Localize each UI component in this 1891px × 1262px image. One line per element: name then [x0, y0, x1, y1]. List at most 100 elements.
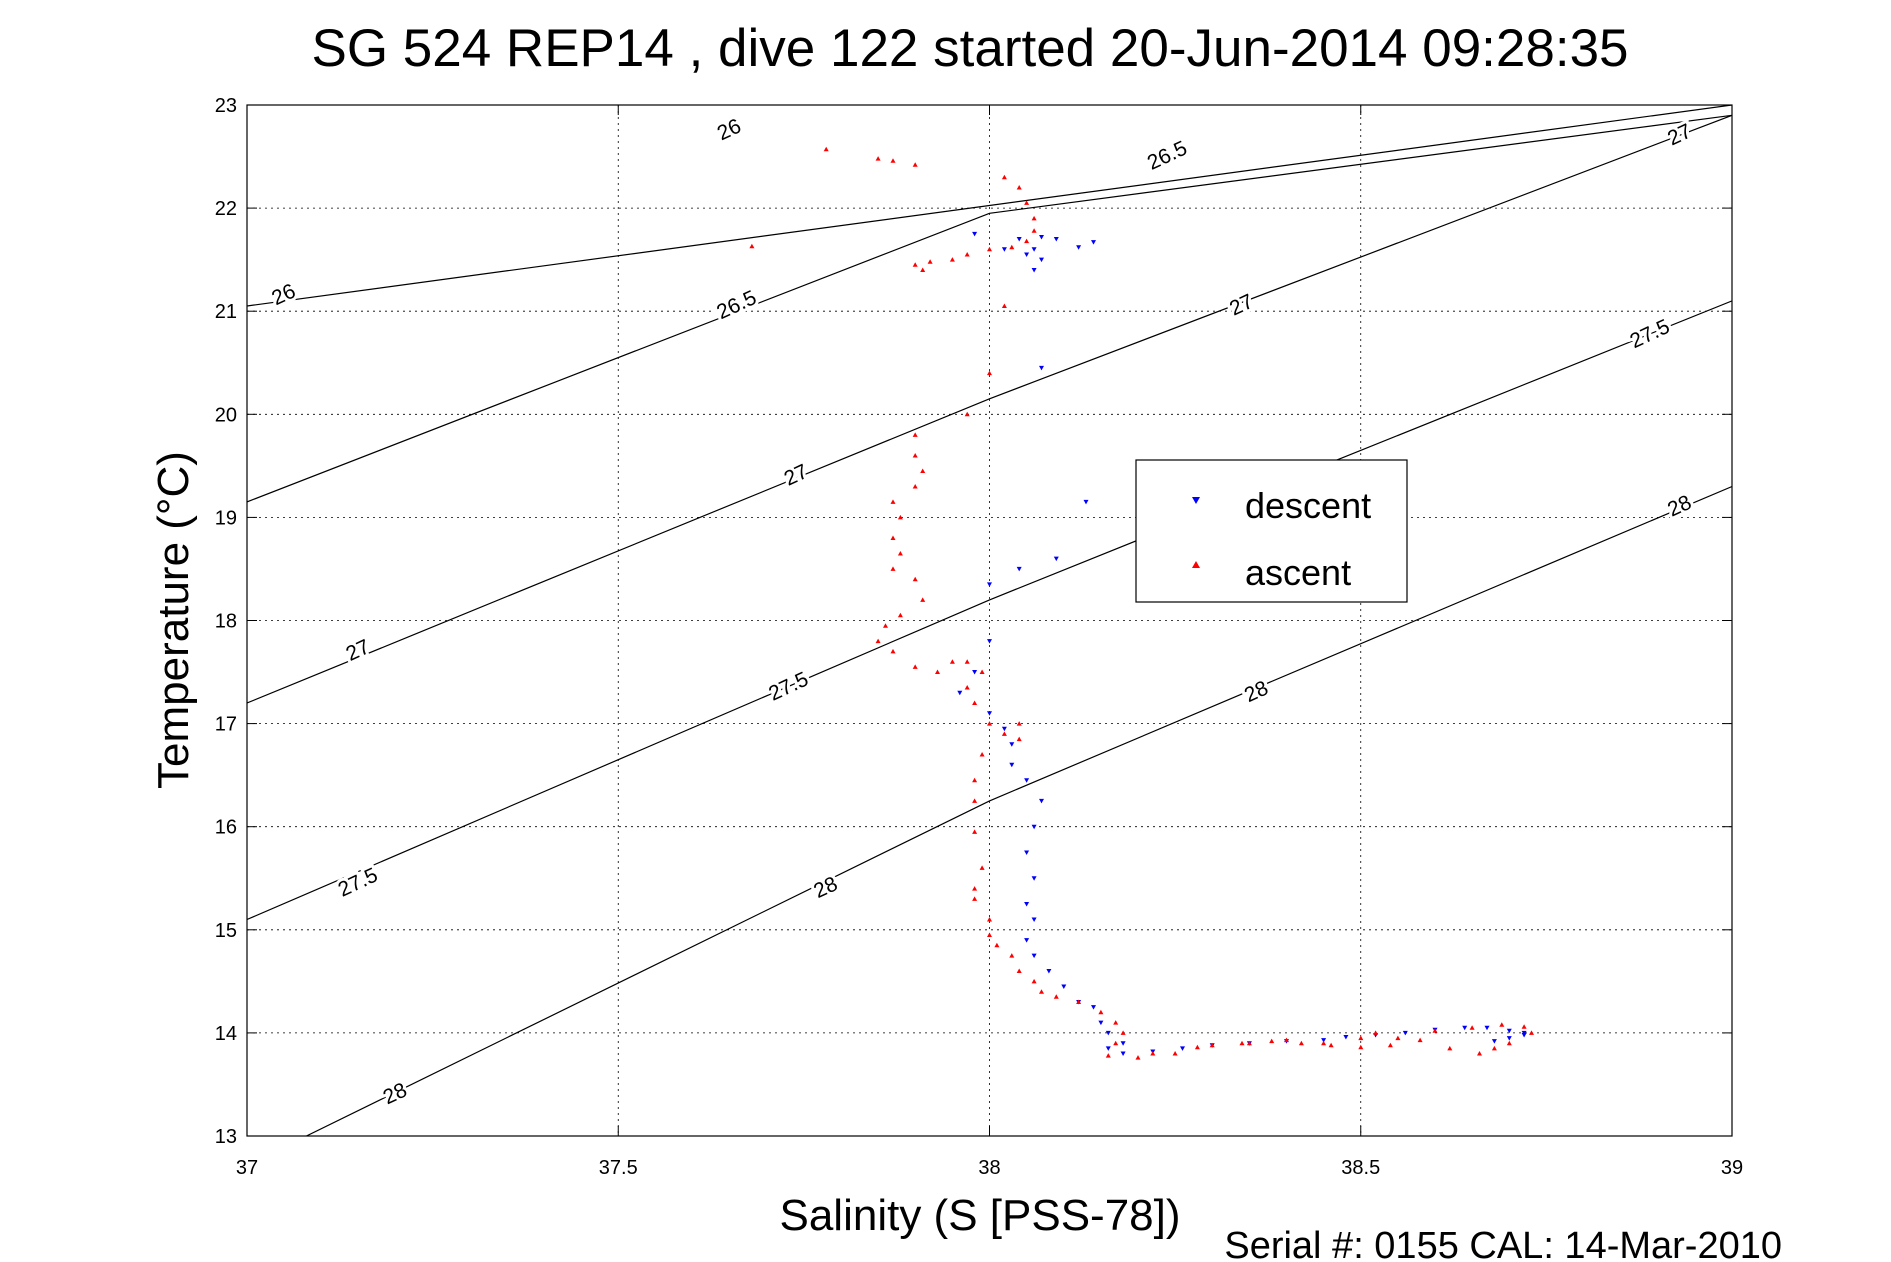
ascent-point: [912, 262, 918, 267]
ascent-point: [979, 865, 985, 870]
descent-point: [987, 639, 992, 644]
ascent-point: [964, 659, 970, 664]
y-tick-label: 15: [215, 920, 237, 942]
y-tick-label: 18: [215, 611, 237, 633]
ascent-point: [890, 648, 896, 654]
descent-point: [1506, 1036, 1512, 1041]
ascent-point: [1246, 1040, 1252, 1046]
x-tick-label: 39: [1721, 1157, 1743, 1179]
ascent-point: [890, 566, 896, 571]
descent-point: [1039, 235, 1044, 240]
ascent-point: [912, 162, 918, 167]
ascent-point: [1016, 968, 1022, 973]
descent-point: [1031, 247, 1037, 252]
descent-point: [1016, 237, 1022, 242]
ascent-point: [935, 669, 940, 674]
descent-point: [1083, 499, 1089, 505]
ascent-point: [964, 252, 970, 257]
descent-point: [972, 231, 978, 237]
y-tick-label: 23: [215, 95, 237, 117]
descent-point: [1009, 762, 1015, 768]
descent-point: [972, 670, 978, 675]
ascent-point: [912, 453, 918, 458]
descent-point: [1031, 824, 1037, 830]
y-tick-label: 20: [215, 404, 237, 426]
x-tick-label: 38.5: [1341, 1157, 1380, 1179]
descent-point: [1039, 798, 1044, 804]
ascent-point: [987, 932, 992, 937]
descent-point: [1521, 1030, 1527, 1036]
ascent-point: [972, 700, 978, 705]
descent-point: [987, 711, 992, 716]
descent-point: [1402, 1030, 1408, 1036]
x-tick-label: 37: [236, 1157, 258, 1179]
ascent-point: [1001, 731, 1007, 736]
ascent-point: [1016, 736, 1022, 742]
ascent-point: [1113, 1040, 1119, 1046]
ascent-point: [1120, 1030, 1126, 1035]
footer-serial-cal: Serial #: 0155 CAL: 14-Mar-2010: [1224, 1225, 1782, 1262]
descent-point: [1484, 1025, 1490, 1031]
ascent-point: [912, 484, 918, 489]
descent-point: [1343, 1035, 1349, 1040]
ascent-point: [1031, 978, 1037, 984]
ascent-point: [1529, 1030, 1534, 1035]
x-tick-label: 37.5: [599, 1157, 638, 1179]
ascent-point: [979, 752, 985, 757]
ascent-point: [1024, 238, 1030, 244]
ascent-point: [912, 664, 918, 669]
ascent-point: [1135, 1055, 1141, 1060]
ascent-point: [920, 267, 926, 272]
ascent-point: [1194, 1044, 1200, 1050]
descent-point: [1024, 252, 1030, 257]
ascent-point: [1209, 1042, 1215, 1048]
descent-point: [1491, 1039, 1497, 1044]
descent-point: [1061, 984, 1067, 989]
descent-point: [1105, 1046, 1111, 1051]
y-tick-label: 17: [215, 714, 237, 736]
ascent-point: [1321, 1040, 1327, 1046]
ascent-point: [883, 623, 888, 628]
ascent-point: [949, 659, 955, 664]
descent-point: [1001, 726, 1007, 732]
grid: [247, 105, 1732, 1136]
ascent-point: [875, 638, 881, 644]
descent-point: [1016, 566, 1022, 572]
y-axis-label: Temperature (°C): [149, 451, 198, 789]
ascent-point: [1328, 1042, 1334, 1048]
ascent-point: [1001, 174, 1007, 180]
ascent-point: [823, 146, 829, 152]
descent-point: [1506, 1028, 1512, 1034]
legend-ascent-marker: [1192, 561, 1200, 568]
series-descent: [957, 231, 1527, 1056]
ascent-point: [890, 499, 896, 504]
legend: descent ascent: [1135, 459, 1408, 603]
descent-point: [1024, 902, 1030, 907]
ascent-point: [1024, 200, 1030, 205]
ascent-point: [987, 246, 992, 252]
ascent-point: [1521, 1024, 1527, 1029]
x-tick-label: 38: [978, 1157, 1000, 1179]
ascent-point: [1417, 1037, 1423, 1043]
ascent-point: [1284, 1037, 1289, 1043]
ascent-point: [890, 158, 896, 163]
ascent-point: [897, 612, 903, 618]
ascent-point: [994, 942, 1000, 948]
ascent-point: [1358, 1035, 1364, 1041]
series-ascent: [749, 146, 1534, 1060]
ascent-point: [1113, 1020, 1119, 1025]
ascent-point: [964, 685, 970, 690]
ascent-point: [1499, 1022, 1505, 1027]
x-axis-label: Salinity (S [PSS-78]): [779, 1191, 1180, 1240]
descent-point: [1120, 1051, 1126, 1056]
ascent-point: [1039, 989, 1044, 994]
ascent-point: [972, 896, 978, 901]
y-tick-label: 21: [215, 301, 237, 323]
legend-ascent-label: ascent: [1245, 552, 1351, 593]
isopycnal-line-28: [306, 485, 1732, 1136]
data-points: [749, 146, 1534, 1060]
descent-point: [1321, 1038, 1327, 1043]
ascent-point: [972, 777, 978, 783]
legend-descent-label: descent: [1245, 485, 1371, 526]
